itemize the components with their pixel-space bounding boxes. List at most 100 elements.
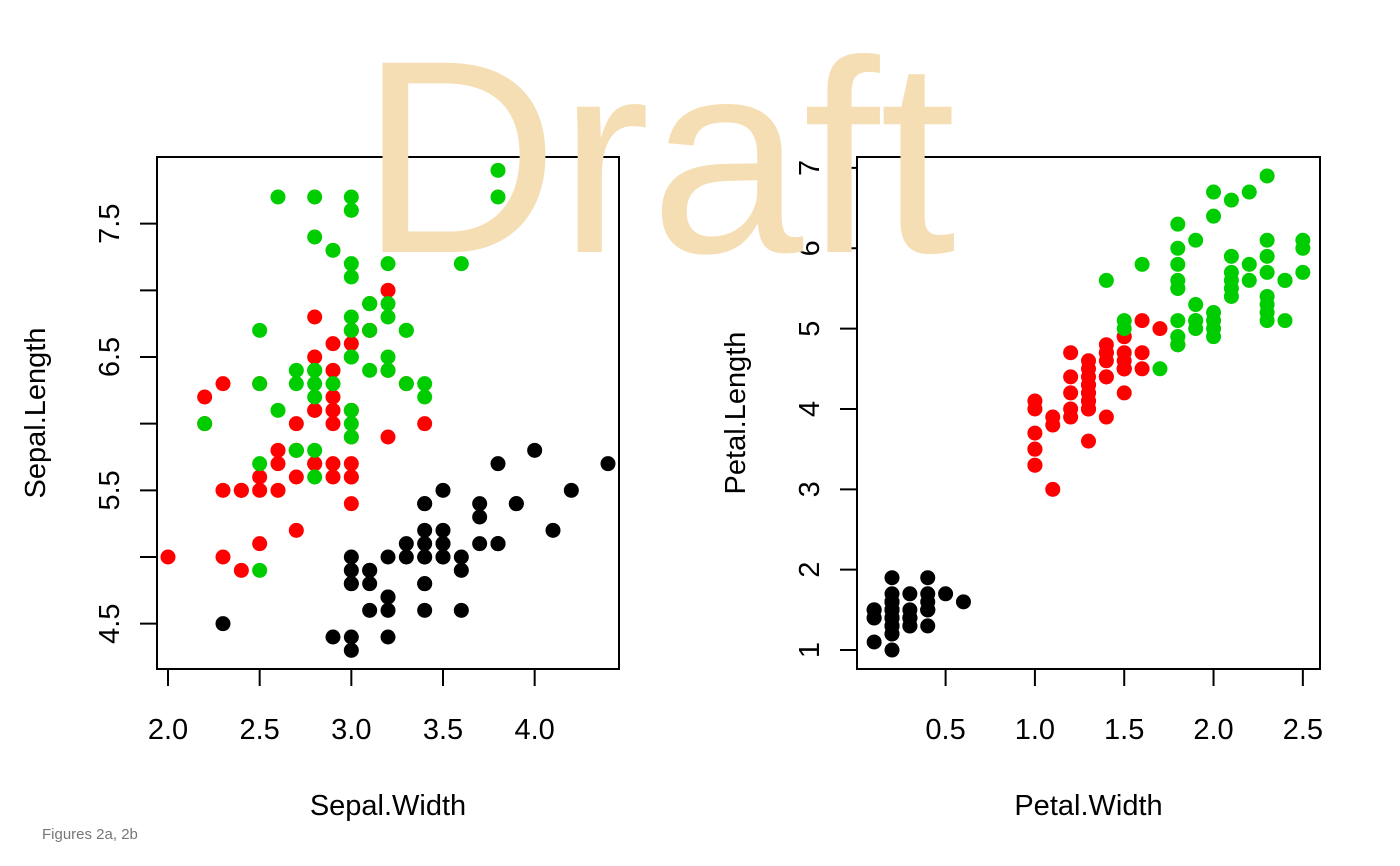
data-point [1259, 168, 1275, 184]
data-point [380, 362, 396, 378]
data-point [343, 269, 359, 285]
data-point [362, 576, 378, 592]
data-point [398, 322, 414, 338]
data-point [1277, 313, 1293, 329]
data-point [252, 456, 268, 472]
data-point [380, 256, 396, 272]
data-point [1063, 345, 1079, 361]
data-point [417, 416, 433, 432]
data-point [1277, 272, 1293, 288]
data-point [380, 629, 396, 645]
data-point [1081, 377, 1096, 393]
data-point [920, 602, 936, 618]
x-tick-label: 2.5 [240, 714, 280, 746]
data-point [343, 189, 359, 205]
data-point [233, 562, 249, 578]
series-1 [1027, 313, 1186, 497]
data-point [215, 482, 231, 498]
data-point [252, 536, 268, 552]
data-point [1116, 345, 1132, 361]
data-point [453, 562, 469, 578]
data-point [307, 229, 323, 245]
data-point [600, 456, 616, 472]
data-point [288, 442, 304, 458]
data-point [197, 416, 213, 432]
data-point [1027, 457, 1043, 473]
data-point [398, 536, 414, 552]
data-point [435, 549, 451, 565]
data-point [398, 549, 414, 565]
data-point [288, 362, 304, 378]
data-point [270, 456, 286, 472]
y-tick-label: 1 [794, 642, 826, 658]
data-point [1223, 192, 1239, 208]
data-point [1170, 216, 1186, 232]
data-point [325, 402, 341, 418]
data-point [902, 586, 918, 602]
data-point [307, 389, 323, 405]
data-point [435, 536, 451, 552]
data-point [343, 642, 359, 658]
x-axis-title: Sepal.Width [310, 790, 466, 822]
data-point [417, 602, 433, 618]
data-point [1098, 409, 1114, 425]
data-point [1081, 353, 1096, 369]
x-axis-title: Petal.Width [1014, 790, 1162, 822]
data-point [252, 376, 268, 392]
data-point [884, 610, 900, 626]
data-point [417, 549, 433, 565]
data-point [307, 456, 323, 472]
data-point [1170, 256, 1186, 272]
data-point [325, 376, 341, 392]
x-tick-label: 3.5 [423, 714, 463, 746]
data-point [252, 469, 268, 485]
data-point [1295, 264, 1311, 280]
figure-caption: Figures 2a, 2b [42, 826, 138, 843]
data-point [398, 376, 414, 392]
data-point [1081, 433, 1096, 449]
data-point [1063, 401, 1079, 417]
data-point [343, 456, 359, 472]
data-point [1206, 208, 1222, 224]
data-point [884, 642, 900, 658]
x-tick-label: 3.0 [331, 714, 371, 746]
data-point [343, 336, 359, 352]
data-point [307, 309, 323, 325]
data-point [288, 376, 304, 392]
x-tick-label: 0.5 [925, 714, 965, 746]
data-point [1116, 385, 1132, 401]
data-point [380, 282, 396, 298]
data-point [215, 376, 231, 392]
draft-watermark: Draft [360, 4, 957, 311]
data-point [1241, 256, 1257, 272]
data-point [362, 296, 378, 312]
data-point [902, 610, 918, 626]
data-point [1206, 305, 1222, 321]
data-point [1134, 256, 1150, 272]
data-point [1098, 337, 1114, 353]
data-point [1170, 280, 1186, 296]
data-point [343, 256, 359, 272]
data-point [1027, 393, 1043, 409]
data-point [884, 570, 900, 586]
data-point [252, 482, 268, 498]
x-tick-label: 1.5 [1104, 714, 1144, 746]
data-point [362, 362, 378, 378]
data-point [325, 416, 341, 432]
data-point [343, 629, 359, 645]
data-point [1259, 232, 1275, 248]
y-tick-label: 2 [794, 562, 826, 578]
data-point [362, 602, 378, 618]
data-point [343, 562, 359, 578]
data-point [490, 162, 506, 178]
data-point [1223, 248, 1239, 264]
series-2 [197, 162, 506, 578]
data-point [380, 602, 396, 618]
data-point [343, 416, 359, 432]
data-point [380, 296, 396, 312]
data-point [1223, 272, 1239, 288]
data-point [1170, 313, 1186, 329]
data-point [325, 629, 341, 645]
data-point [417, 522, 433, 538]
data-point [362, 322, 378, 338]
